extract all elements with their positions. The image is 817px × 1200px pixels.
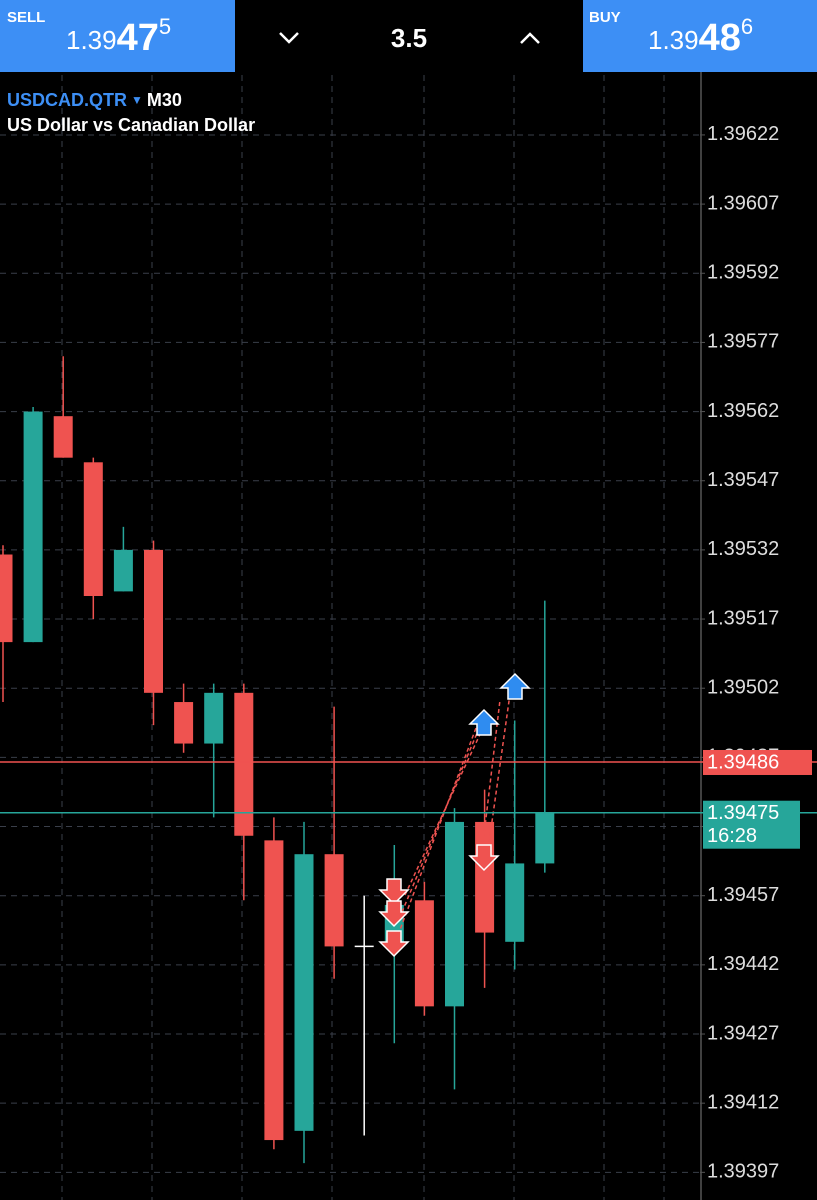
body [144,549,163,693]
body [174,702,194,744]
body [23,411,43,643]
body [445,821,464,1007]
price-pip[interactable]: 5 [159,14,171,39]
body [83,462,103,597]
body [53,416,73,458]
spread: 3.5 [391,23,427,53]
body [414,900,434,1007]
y-tick-label: 1.39412 [707,1091,779,1113]
price-label: 1.39475 [707,802,779,824]
body [0,554,13,643]
y-tick-label: 1.39562 [707,400,779,422]
y-tick-label: 1.39577 [707,331,779,353]
y-tick-label: 1.39547 [707,469,779,491]
body [204,692,224,744]
body [113,549,133,592]
body [234,692,254,836]
grid [0,134,700,1173]
sell-button[interactable]: SELL 1.39475 [0,0,235,72]
price-label: 1.39486 [707,751,779,773]
buy-price[interactable]: 1.39486 [648,14,753,59]
price-big[interactable]: 48 [699,17,741,59]
price-label-bg [703,800,800,849]
timeframe[interactable]: M30 [147,90,182,110]
description: US Dollar vs Canadian Dollar [7,115,255,135]
chart-symbol-line: USDCAD.QTR ▼ M30 [7,90,182,110]
y-tick-label: 1.39502 [707,676,779,698]
sell-price[interactable]: 1.39475 [66,14,171,59]
price-prefix[interactable]: 1.39 [66,25,117,55]
y-tick-label: 1.39517 [707,607,779,629]
spread-down[interactable] [279,32,299,44]
price-timer: 16:28 [707,825,757,847]
body [324,854,344,947]
candles [0,356,555,1164]
y-tick-label: 1.39442 [707,953,779,975]
price-label-bg [703,749,812,775]
body [294,854,314,1131]
y-tick-label: 1.39397 [707,1161,779,1183]
body [475,821,495,933]
price-big[interactable]: 47 [117,17,159,59]
buy-label[interactable]: BUY [589,9,621,26]
sell-label[interactable]: SELL [7,9,45,26]
y-tick-label: 1.39622 [707,123,779,145]
spread-up[interactable] [520,32,540,44]
y-tick-label: 1.39532 [707,538,779,560]
price-prefix[interactable]: 1.39 [648,25,699,55]
sell-bg[interactable] [0,0,235,72]
symbol[interactable]: USDCAD.QTR [7,90,127,110]
body [264,840,284,1141]
y-tick-label: 1.39607 [707,192,779,214]
price-pip[interactable]: 6 [741,14,753,39]
y-tick-label: 1.39427 [707,1022,779,1044]
body [505,863,525,942]
y-tick-label: 1.39457 [707,884,779,906]
body [535,812,555,864]
buy-button[interactable]: BUY 1.39486 [583,0,817,72]
buy-bg[interactable] [583,0,817,72]
y-tick-label: 1.39592 [707,262,779,284]
